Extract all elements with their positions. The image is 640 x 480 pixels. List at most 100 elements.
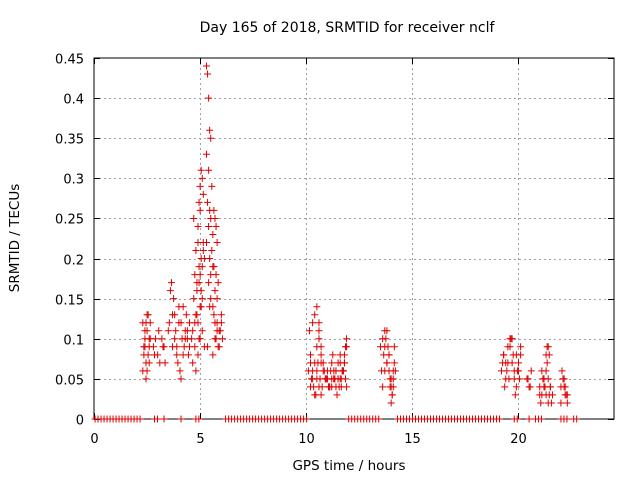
data-point bbox=[207, 134, 215, 142]
data-point bbox=[506, 335, 514, 343]
data-point bbox=[141, 343, 149, 351]
data-point bbox=[194, 351, 202, 359]
data-point bbox=[390, 343, 398, 351]
data-point bbox=[503, 367, 511, 375]
data-point bbox=[181, 327, 189, 335]
plot-frame bbox=[93, 57, 615, 420]
x-tick-label: 20 bbox=[510, 432, 527, 447]
data-point bbox=[198, 174, 206, 182]
y-tick-label: 0.1 bbox=[63, 334, 84, 349]
data-point bbox=[202, 62, 210, 70]
data-point bbox=[328, 359, 336, 367]
data-point bbox=[171, 311, 179, 319]
data-point bbox=[563, 391, 571, 399]
data-point bbox=[387, 399, 395, 407]
data-point bbox=[166, 287, 174, 295]
data-point bbox=[311, 391, 319, 399]
data-point bbox=[204, 70, 212, 78]
data-point bbox=[217, 319, 225, 327]
data-point bbox=[508, 359, 516, 367]
data-point bbox=[524, 375, 532, 383]
data-point bbox=[204, 198, 212, 206]
data-point bbox=[501, 383, 509, 391]
data-point bbox=[197, 303, 205, 311]
data-point bbox=[218, 335, 226, 343]
data-point bbox=[329, 351, 337, 359]
zero-level-point bbox=[375, 415, 383, 423]
data-point bbox=[194, 222, 202, 230]
y-tick-label: 0.15 bbox=[55, 294, 84, 309]
data-point bbox=[526, 383, 534, 391]
data-point bbox=[389, 367, 397, 375]
data-point bbox=[317, 391, 325, 399]
data-point bbox=[315, 327, 323, 335]
data-point bbox=[563, 399, 571, 407]
data-point bbox=[212, 222, 220, 230]
data-point bbox=[537, 399, 545, 407]
data-point bbox=[197, 287, 205, 295]
y-axis-label: SRMTID / TECUs bbox=[7, 184, 23, 292]
data-point bbox=[511, 391, 519, 399]
y-tick-label: 0.4 bbox=[63, 93, 84, 108]
data-point bbox=[144, 311, 152, 319]
data-point bbox=[334, 375, 342, 383]
data-point bbox=[500, 351, 508, 359]
data-point bbox=[527, 367, 535, 375]
data-points bbox=[139, 62, 571, 407]
data-point bbox=[177, 375, 185, 383]
data-point bbox=[538, 367, 546, 375]
data-point bbox=[196, 206, 204, 214]
data-point bbox=[306, 351, 314, 359]
data-point bbox=[198, 295, 206, 303]
data-point bbox=[517, 351, 525, 359]
data-point bbox=[514, 367, 522, 375]
zero-level-point bbox=[303, 415, 311, 423]
data-point bbox=[193, 311, 201, 319]
data-point bbox=[184, 351, 192, 359]
gridlines bbox=[94, 58, 614, 419]
data-point bbox=[313, 303, 321, 311]
data-point bbox=[213, 295, 221, 303]
data-point bbox=[315, 383, 323, 391]
x-tick-label: 5 bbox=[196, 432, 204, 447]
data-point bbox=[143, 327, 151, 335]
data-point bbox=[213, 239, 221, 247]
data-point bbox=[209, 263, 217, 271]
data-point bbox=[176, 367, 184, 375]
data-point bbox=[205, 166, 213, 174]
data-point bbox=[198, 327, 206, 335]
y-tick-label: 0.45 bbox=[55, 53, 84, 68]
data-point bbox=[328, 375, 336, 383]
data-point bbox=[382, 335, 390, 343]
data-point bbox=[215, 343, 223, 351]
data-point bbox=[205, 222, 213, 230]
data-point bbox=[209, 351, 217, 359]
data-point bbox=[171, 335, 179, 343]
data-point bbox=[197, 255, 205, 263]
data-point bbox=[159, 343, 167, 351]
data-point bbox=[313, 375, 321, 383]
data-point bbox=[502, 359, 510, 367]
data-point bbox=[343, 335, 351, 343]
data-point bbox=[205, 279, 213, 287]
data-point bbox=[206, 255, 214, 263]
data-point bbox=[336, 351, 344, 359]
data-point bbox=[333, 391, 341, 399]
data-point bbox=[202, 150, 210, 158]
zero-level-point bbox=[153, 415, 161, 423]
data-point bbox=[383, 327, 391, 335]
data-point bbox=[216, 327, 224, 335]
zero-level-point bbox=[513, 415, 521, 423]
data-point bbox=[558, 367, 566, 375]
data-point bbox=[340, 359, 348, 367]
data-point bbox=[211, 335, 219, 343]
data-point bbox=[540, 383, 548, 391]
data-point bbox=[381, 343, 389, 351]
data-point bbox=[206, 126, 214, 134]
data-point bbox=[544, 399, 552, 407]
y-tick-label: 0.2 bbox=[63, 254, 84, 269]
zero-level-point bbox=[563, 415, 571, 423]
data-point bbox=[512, 383, 520, 391]
data-point bbox=[381, 367, 389, 375]
data-point bbox=[517, 343, 525, 351]
